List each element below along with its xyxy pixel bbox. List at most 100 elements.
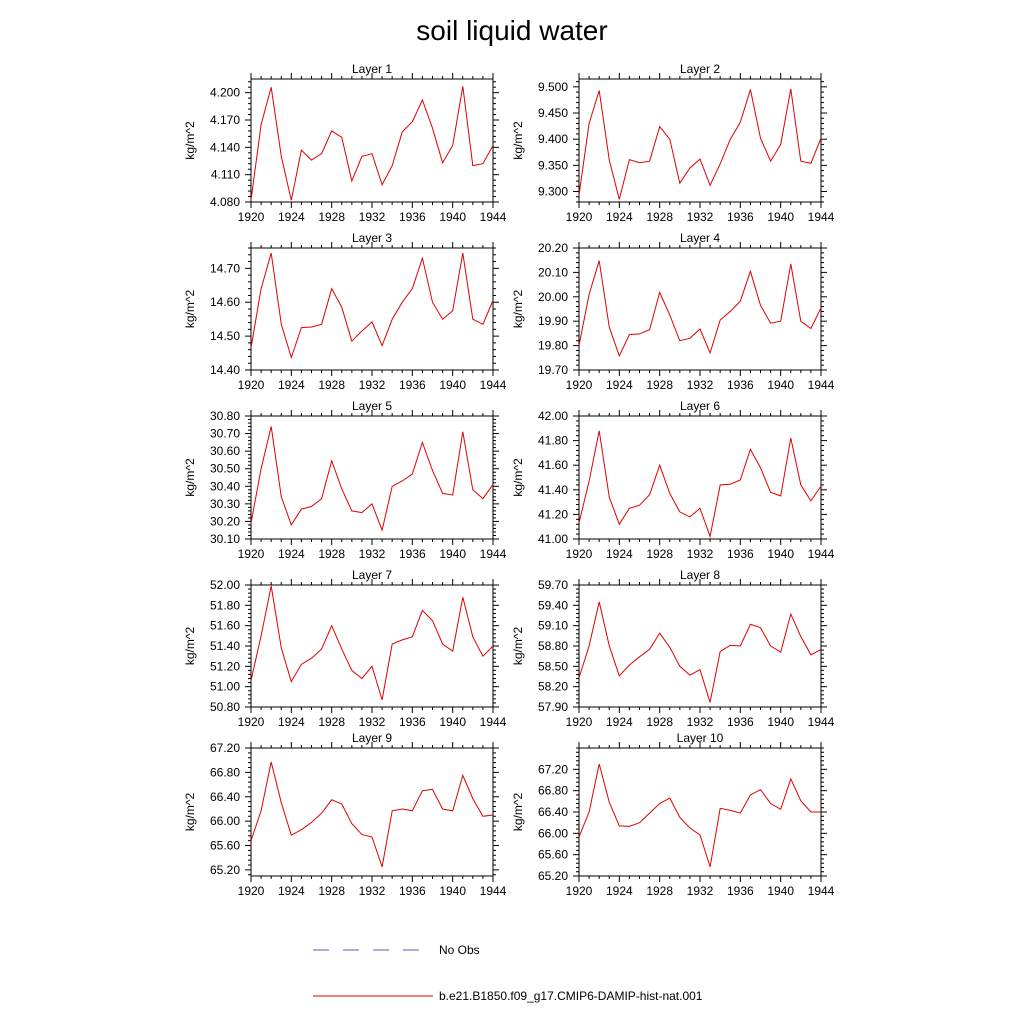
y-tick-label: 41.60: [538, 458, 568, 472]
y-tick-label: 59.70: [538, 578, 568, 592]
x-tick-label: 1924: [606, 547, 633, 561]
x-tick-label: 1924: [278, 715, 305, 729]
y-tick-label: 51.80: [210, 598, 240, 612]
x-tick-label: 1944: [480, 378, 507, 392]
y-axis-label: kg/m^2: [183, 627, 197, 666]
x-tick-label: 1936: [727, 547, 754, 561]
x-tick-label: 1928: [318, 210, 345, 224]
x-tick-label: 1936: [399, 715, 426, 729]
x-tick-label: 1944: [480, 884, 507, 898]
x-tick-label: 1940: [767, 884, 794, 898]
panel-title: Layer 1: [352, 62, 392, 76]
y-tick-label: 50.80: [210, 700, 240, 714]
x-tick-label: 1920: [238, 210, 265, 224]
y-axis-label: kg/m^2: [511, 290, 525, 329]
x-tick-label: 1932: [359, 547, 386, 561]
x-tick-label: 1944: [480, 547, 507, 561]
panel-title: Layer 3: [352, 231, 392, 245]
y-tick-label: 51.00: [210, 680, 240, 694]
x-tick-label: 1932: [687, 547, 714, 561]
x-tick-label: 1932: [359, 884, 386, 898]
x-tick-label: 1944: [808, 210, 835, 224]
x-tick-label: 1920: [566, 210, 593, 224]
x-tick-label: 1924: [606, 378, 633, 392]
legend-label-model-run: b.e21.B1850.f09_g17.CMIP6-DAMIP-hist-nat…: [439, 989, 703, 1003]
y-tick-label: 51.20: [210, 659, 240, 673]
x-tick-label: 1920: [566, 378, 593, 392]
plot-frame: [578, 415, 822, 540]
y-tick-label: 66.80: [538, 784, 568, 798]
y-tick-label: 4.170: [210, 113, 240, 127]
y-tick-label: 9.350: [538, 158, 568, 172]
y-tick-label: 51.40: [210, 639, 240, 653]
chart-panel-10: Layer 10 1920 1924 1928 1932 1936 1940 1944 65.2…: [511, 731, 835, 898]
x-tick-label: 1944: [808, 378, 835, 392]
x-tick-label: 1936: [727, 715, 754, 729]
y-tick-label: 14.60: [210, 295, 240, 309]
y-tick-label: 19.70: [538, 363, 568, 377]
y-tick-label: 66.80: [210, 765, 240, 779]
x-tick-label: 1940: [767, 547, 794, 561]
x-tick-label: 1944: [808, 547, 835, 561]
x-tick-label: 1944: [808, 884, 835, 898]
x-tick-label: 1932: [687, 884, 714, 898]
y-tick-label: 20.20: [538, 241, 568, 255]
y-tick-label: 65.20: [210, 863, 240, 877]
y-tick-label: 59.10: [538, 619, 568, 633]
y-tick-label: 67.20: [210, 741, 240, 755]
chart-panel-5: Layer 5 1920 1924 1928 1932 1936 1940 1944 30.10…: [183, 399, 507, 561]
y-tick-label: 4.110: [211, 168, 240, 182]
y-tick-label: 9.500: [538, 80, 568, 94]
y-tick-label: 52.00: [210, 578, 240, 592]
y-tick-label: 19.90: [538, 314, 568, 328]
x-tick-label: 1944: [480, 715, 507, 729]
x-tick-label: 1936: [399, 547, 426, 561]
y-tick-label: 14.40: [210, 363, 240, 377]
y-tick-label: 4.200: [210, 86, 240, 100]
x-tick-label: 1932: [359, 715, 386, 729]
plot-frame: [250, 584, 494, 708]
y-tick-label: 30.80: [210, 409, 240, 423]
x-tick-label: 1928: [318, 378, 345, 392]
series-line: [250, 86, 494, 201]
x-tick-label: 1944: [808, 715, 835, 729]
panels-grid: Layer 1 1920 1924 1928 1932 1936 1940 1944 4.080…: [183, 62, 835, 898]
y-axis-label: kg/m^2: [183, 793, 197, 832]
y-tick-label: 41.40: [538, 483, 568, 497]
panel-title: Layer 2: [680, 62, 720, 76]
y-tick-label: 30.60: [210, 444, 240, 458]
x-tick-label: 1932: [687, 210, 714, 224]
y-tick-label: 30.40: [210, 479, 240, 493]
x-tick-label: 1940: [767, 378, 794, 392]
y-tick-label: 14.50: [210, 329, 240, 343]
x-tick-label: 1932: [359, 210, 386, 224]
y-tick-label: 41.80: [538, 434, 568, 448]
x-tick-label: 1924: [606, 210, 633, 224]
y-axis-label: kg/m^2: [511, 627, 525, 666]
x-tick-label: 1920: [238, 884, 265, 898]
chart-panel-2: Layer 2 1920 1924 1928 1932 1936 1940 1944 9.300…: [511, 62, 835, 224]
x-tick-label: 1928: [646, 884, 673, 898]
x-tick-label: 1936: [399, 884, 426, 898]
x-tick-label: 1932: [687, 715, 714, 729]
x-tick-label: 1932: [687, 378, 714, 392]
y-tick-label: 42.00: [538, 409, 568, 423]
series-line: [250, 585, 494, 701]
y-tick-label: 30.30: [210, 497, 240, 511]
x-tick-label: 1928: [646, 715, 673, 729]
x-tick-label: 1940: [439, 715, 466, 729]
y-tick-label: 57.90: [538, 700, 568, 714]
legend-label-no-obs: No Obs: [439, 943, 480, 957]
plot-frame: [578, 584, 822, 708]
y-axis-label: kg/m^2: [183, 290, 197, 329]
x-tick-label: 1944: [480, 210, 507, 224]
chart-panel-1: Layer 1 1920 1924 1928 1932 1936 1940 1944 4.080…: [183, 62, 507, 224]
y-tick-label: 66.00: [538, 826, 568, 840]
y-tick-label: 66.00: [210, 814, 240, 828]
chart-panel-8: Layer 8 1920 1924 1928 1932 1936 1940 1944 57.90…: [511, 568, 835, 729]
y-tick-label: 4.080: [210, 195, 240, 209]
figure-title: soil liquid water: [416, 15, 607, 46]
y-tick-label: 20.10: [538, 265, 568, 279]
chart-panel-3: Layer 3 1920 1924 1928 1932 1936 1940 1944 14.40…: [183, 231, 507, 392]
